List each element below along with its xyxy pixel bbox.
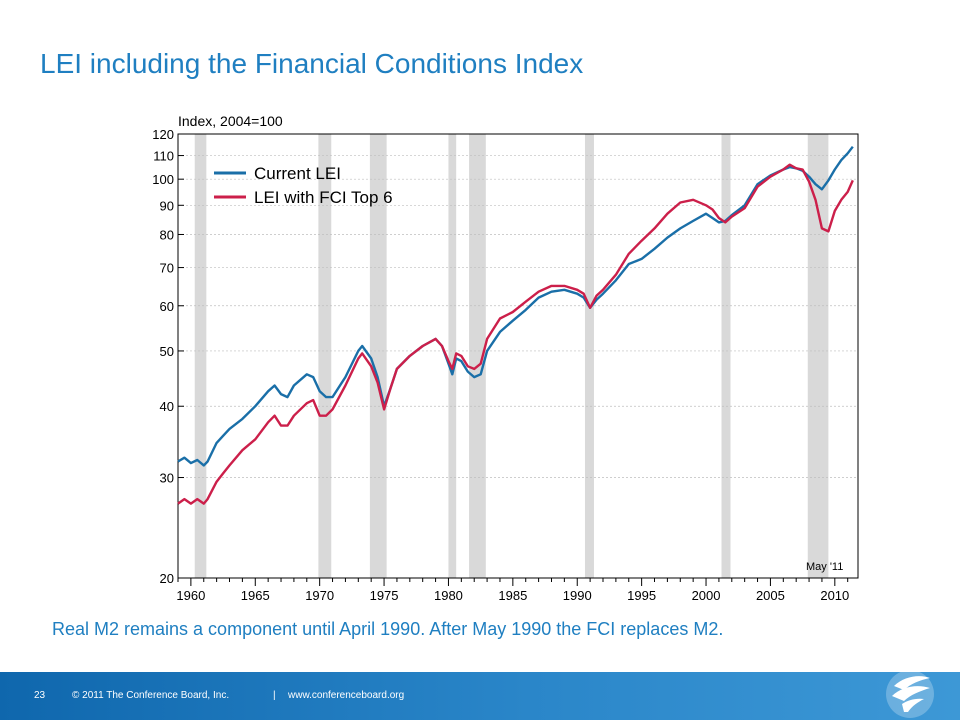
copyright-text: © 2011 The Conference Board, Inc.	[72, 690, 230, 701]
footer-bar: 23 © 2011 The Conference Board, Inc. | w…	[0, 672, 960, 720]
chart-annotation: May '11	[806, 561, 843, 573]
page-number: 23	[34, 690, 46, 701]
gridlines	[178, 155, 858, 478]
series-lines	[177, 145, 854, 505]
x-tick-label: 1965	[241, 588, 270, 603]
recession-band	[469, 134, 486, 578]
y-tick-label: 30	[160, 471, 174, 486]
footer-url[interactable]: www.conferenceboard.org	[288, 690, 405, 701]
x-tick-label: 1985	[498, 588, 527, 603]
y-tick-label: 90	[160, 198, 174, 213]
legend-label-lei-fci: LEI with FCI Top 6	[254, 188, 393, 207]
y-tick-label: 50	[160, 344, 174, 359]
y-tick-label: 110	[153, 149, 174, 164]
x-axis: 1960 1965 1970 1975 1980 1985 1990 1995 2000 2005…	[176, 578, 849, 603]
y-axis-label: Index, 2004=100	[178, 113, 283, 129]
y-tick-label: 70	[160, 261, 174, 276]
x-tick-label: 1970	[305, 588, 334, 603]
y-tick-label: 120	[152, 127, 174, 142]
series-line-lei-fci	[177, 163, 854, 505]
x-tick-label: 1980	[434, 588, 463, 603]
x-tick-label: 2005	[756, 588, 785, 603]
y-tick-label: 60	[160, 299, 174, 314]
recession-band	[318, 134, 332, 578]
x-tick-label: 1995	[627, 588, 656, 603]
y-tick-label: 80	[160, 227, 174, 242]
y-axis: 20 30 40 50 60 70 80 90 100 110 120	[152, 127, 184, 586]
y-tick-label: 20	[160, 571, 174, 586]
conference-board-logo	[886, 670, 934, 718]
recession-band	[807, 134, 829, 578]
recession-band	[369, 134, 387, 578]
recession-bands	[194, 134, 829, 578]
plot-frame	[177, 133, 859, 579]
slide-title: LEI including the Financial Conditions I…	[40, 48, 584, 79]
recession-band	[194, 134, 207, 578]
x-tick-label: 2010	[820, 588, 849, 603]
y-tick-label: 100	[152, 172, 174, 187]
legend-label-current-lei: Current LEI	[254, 164, 341, 183]
caption: Real M2 remains a component until April …	[52, 619, 724, 639]
x-tick-label: 2000	[692, 588, 721, 603]
x-tick-label: 1975	[370, 588, 399, 603]
x-tick-label: 1990	[563, 588, 592, 603]
legend: Current LEI LEI with FCI Top 6	[214, 164, 393, 207]
y-tick-label: 40	[160, 399, 174, 414]
series-line-current-lei	[177, 145, 854, 467]
recession-band	[448, 134, 457, 578]
footer-separator: |	[273, 690, 276, 701]
x-tick-label: 1960	[176, 588, 205, 603]
recession-band	[721, 134, 731, 578]
recession-band	[584, 134, 594, 578]
